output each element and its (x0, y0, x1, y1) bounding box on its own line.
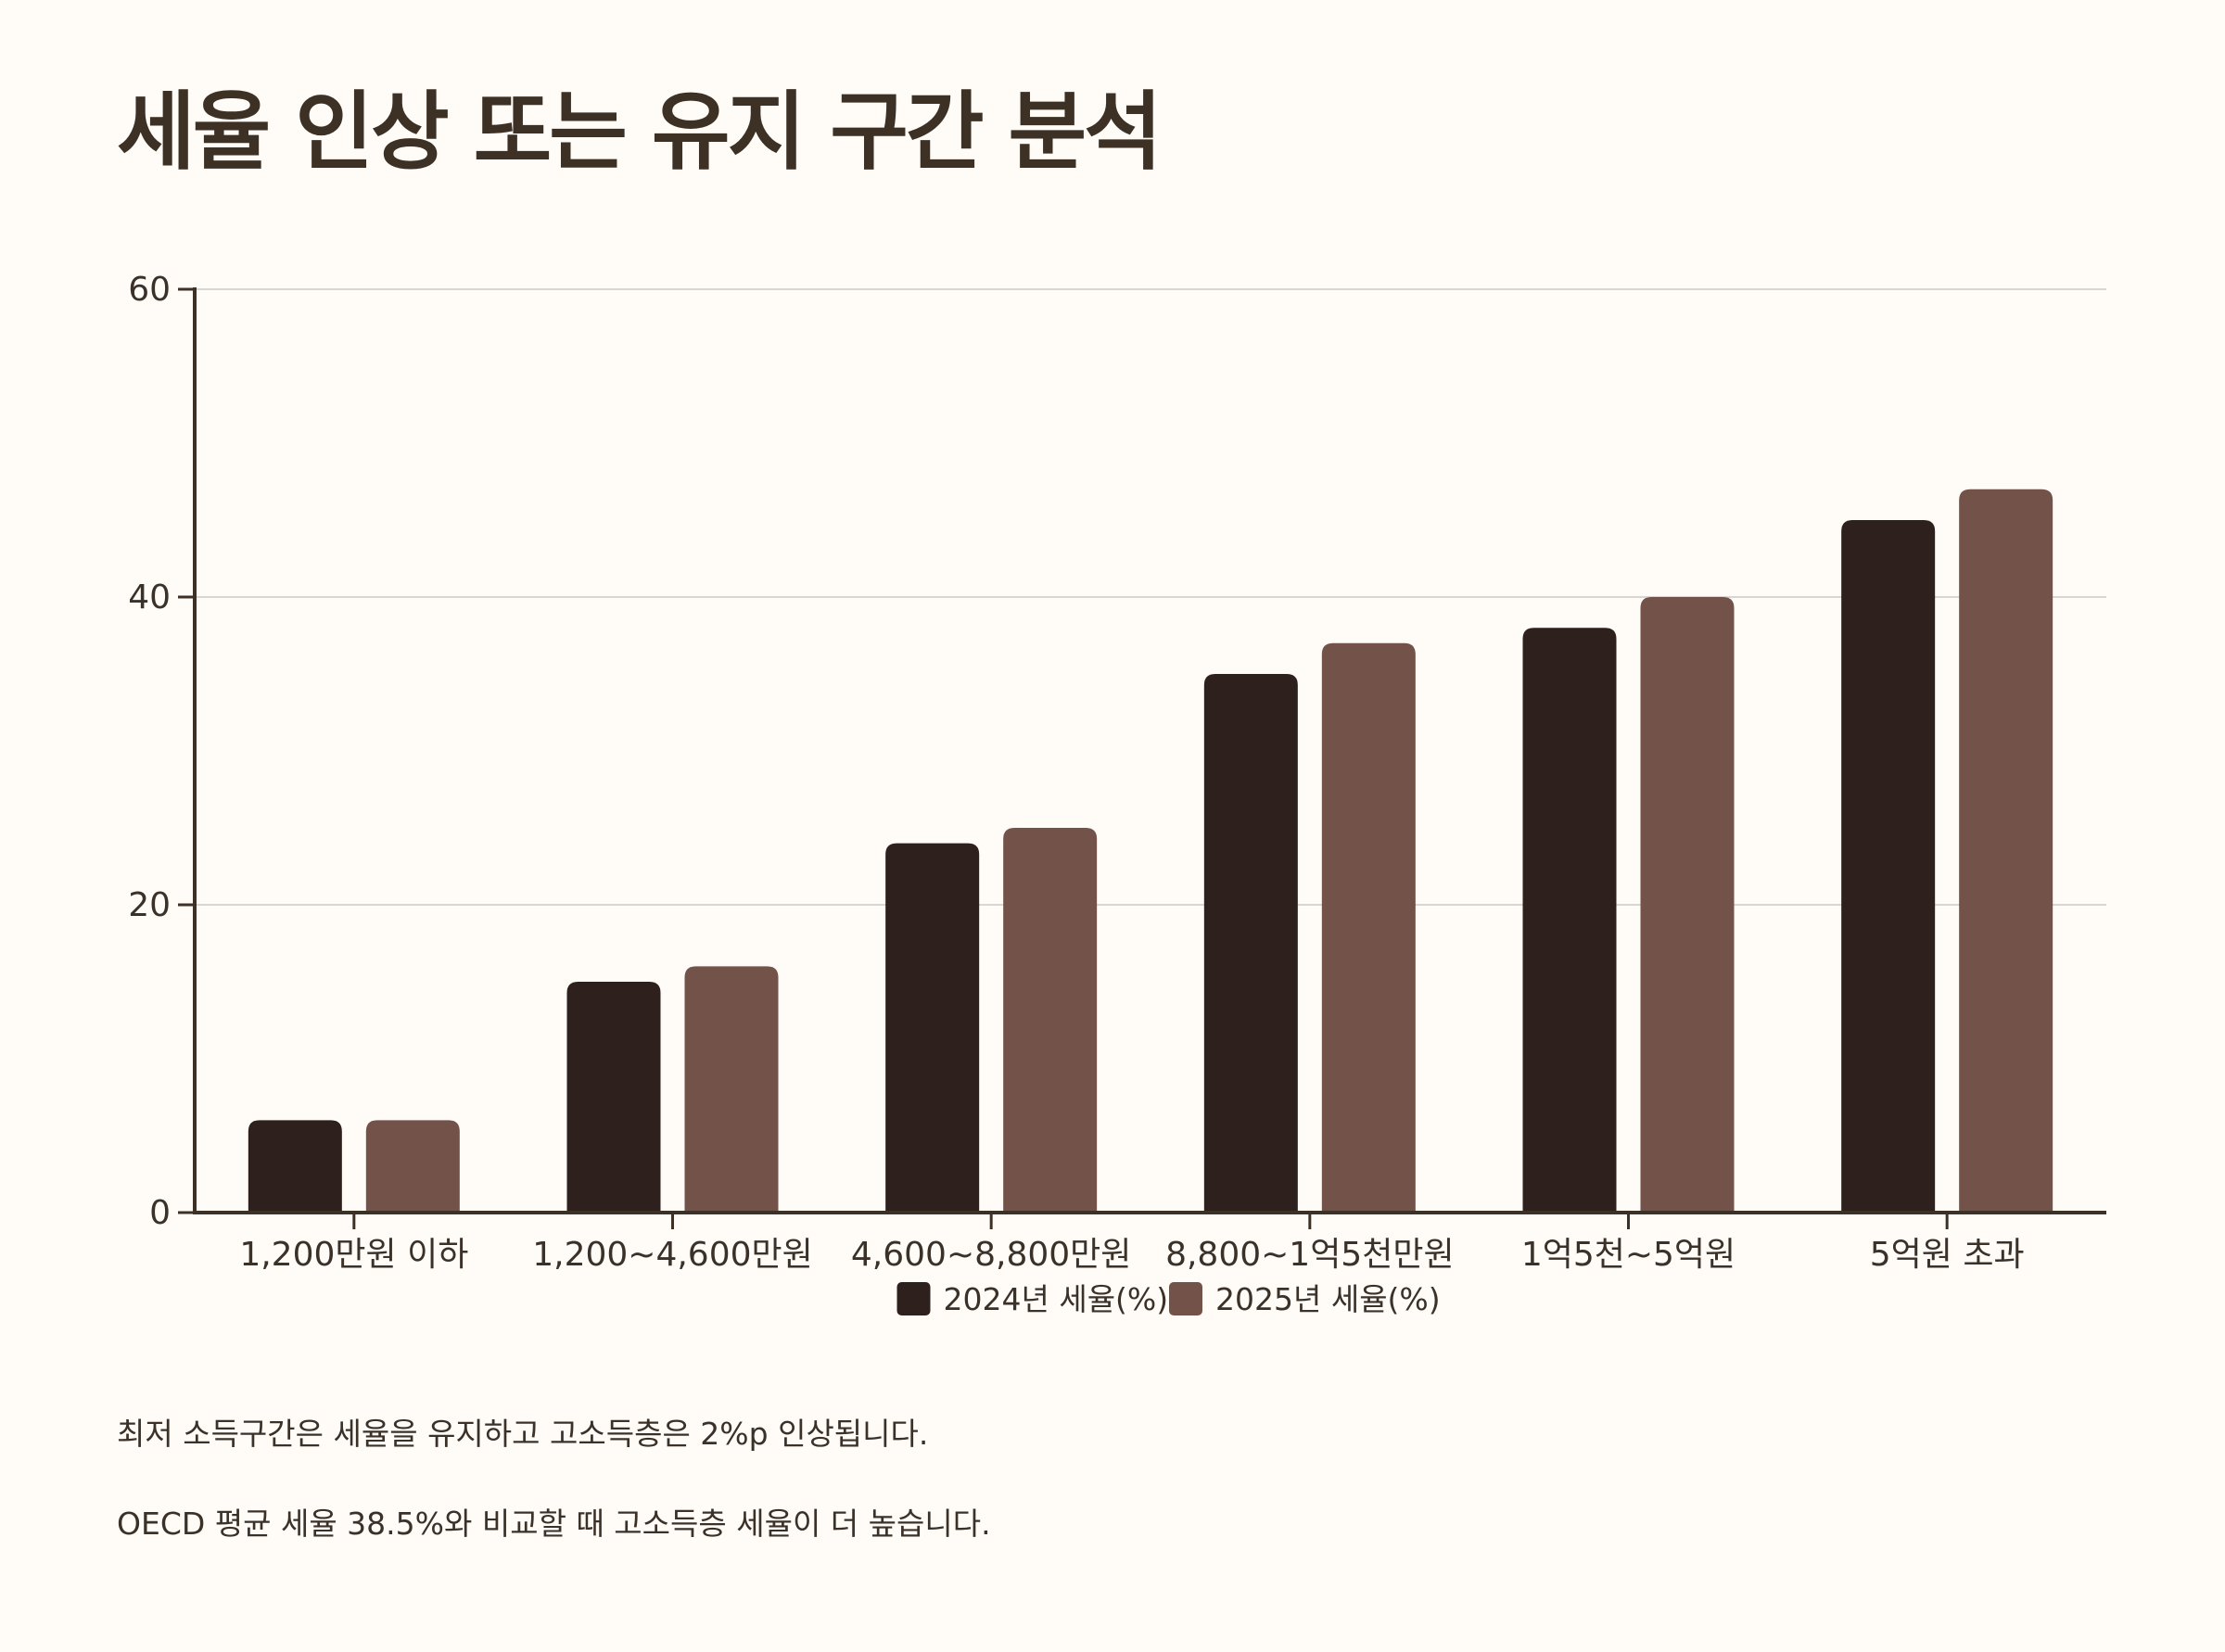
bars (248, 489, 2053, 1213)
x-tick-label: 1,200~4,600만원 (532, 1236, 813, 1274)
bar (248, 1120, 342, 1213)
note-1: 최저 소득구간은 세율을 유지하고 고소득층은 2%p 인상됩니다. (117, 1416, 929, 1452)
y-tick-label: 40 (128, 578, 171, 616)
note-2: OECD 평균 세율 38.5%와 비교할 때 고소득층 세율이 더 높습니다. (117, 1506, 991, 1542)
chart-title: 세율 인상 또는 유지 구간 분석 (117, 83, 1163, 182)
axes: 0 20 40 60 1,200만원 이하 1,200~4,600만원 4,600~8,80… (128, 271, 2106, 1274)
legend-swatch (1169, 1282, 1202, 1315)
y-tick-label: 60 (128, 271, 171, 309)
y-tick-label: 0 (149, 1194, 171, 1232)
x-tick-label: 4,600~8,800만원 (851, 1236, 1132, 1274)
gridlines (195, 288, 2106, 906)
legend-label: 2024년 세율(%) (944, 1281, 1169, 1317)
bar (1321, 642, 1416, 1213)
bar (1203, 674, 1298, 1213)
bar (684, 966, 779, 1213)
legend: 2024년 세율(%) 2025년 세율(%) (896, 1281, 1441, 1317)
legend-swatch (896, 1282, 931, 1315)
bar (1640, 597, 1735, 1213)
bar (1003, 828, 1098, 1213)
legend-label: 2025년 세율(%) (1215, 1281, 1441, 1317)
x-tick-label: 1,200만원 이하 (239, 1236, 468, 1274)
bar (885, 843, 980, 1213)
bar (566, 982, 661, 1213)
notes: 최저 소득구간은 세율을 유지하고 고소득층은 2%p 인상됩니다. OECD … (117, 1418, 991, 1539)
x-tick-label: 8,800~1억5천만원 (1165, 1236, 1455, 1274)
y-tick-label: 20 (128, 886, 171, 924)
bar (1522, 628, 1617, 1213)
bar (1841, 520, 1936, 1213)
bar (365, 1120, 460, 1213)
bar (1959, 489, 2053, 1213)
x-tick-label: 5억원 초과 (1870, 1236, 2025, 1274)
x-tick-label: 1억5천~5억원 (1521, 1236, 1736, 1274)
